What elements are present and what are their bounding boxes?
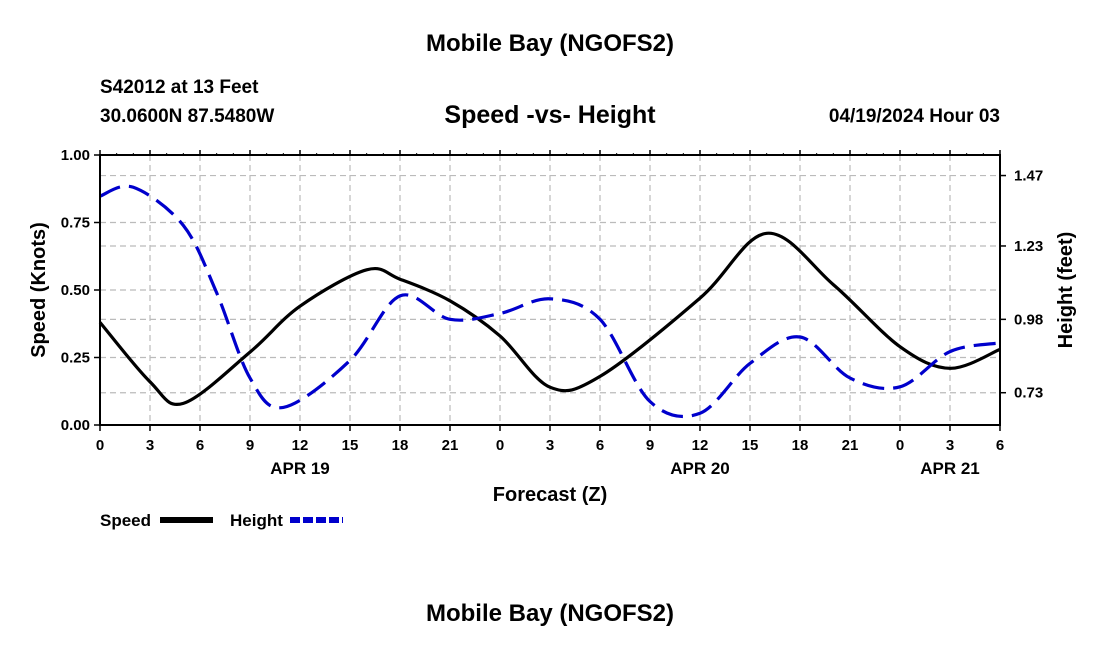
x-tick-label: 0 xyxy=(896,437,904,454)
y2-axis-label: Height (feet) xyxy=(1055,232,1077,349)
x-tick-label: 6 xyxy=(596,437,604,454)
x-tick-label: 21 xyxy=(442,437,459,454)
y-axis-label: Speed (Knots) xyxy=(28,222,50,358)
legend-speed-label: Speed xyxy=(100,511,151,530)
x-tick-label: 9 xyxy=(646,437,654,454)
y-tick-label: 1.00 xyxy=(61,147,90,164)
x-tick-label: 0 xyxy=(96,437,104,454)
x-tick-label: 6 xyxy=(996,437,1004,454)
y2-tick-label: 1.23 xyxy=(1014,238,1043,255)
datetime-label: 04/19/2024 Hour 03 xyxy=(828,106,1000,127)
coordinates-label: 30.0600N 87.5480W xyxy=(100,106,275,127)
y-tick-label: 0.50 xyxy=(61,282,90,299)
x-tick-label: 21 xyxy=(842,437,859,454)
x-tick-label: 18 xyxy=(792,437,809,454)
legend-height-label: Height xyxy=(230,511,283,530)
x-tick-label: 3 xyxy=(146,437,154,454)
speed-series-line xyxy=(98,231,1001,407)
top-title: Mobile Bay (NGOFS2) xyxy=(425,30,675,57)
axes: 0 3 6 9 12 15 18 21 0 3 6 9 12 15 18 21 0 3 6 0.00 0.25 0.50 0… xyxy=(61,147,1043,478)
x-tick-label: 6 xyxy=(196,437,204,454)
x-axis-label: Forecast (Z) xyxy=(493,484,607,506)
date-label: APR 20 xyxy=(670,459,730,478)
x-tick-label: 18 xyxy=(392,437,409,454)
x-tick-label: 3 xyxy=(946,437,954,454)
bottom-title: Mobile Bay (NGOFS2) xyxy=(425,600,675,627)
y2-tick-label: 0.98 xyxy=(1014,311,1043,328)
legend: Speed Height xyxy=(100,511,343,530)
date-label: APR 21 xyxy=(920,459,980,478)
y2-tick-label: 1.47 xyxy=(1014,168,1043,185)
chart-title: Speed -vs- Height xyxy=(444,101,656,129)
x-tick-label: 12 xyxy=(692,437,709,454)
x-tick-label: 15 xyxy=(742,437,759,454)
x-tick-label: 9 xyxy=(246,437,254,454)
date-label: APR 19 xyxy=(270,459,330,478)
x-tick-label: 15 xyxy=(342,437,359,454)
x-tick-label: 12 xyxy=(292,437,309,454)
x-tick-label: 3 xyxy=(546,437,554,454)
series-layer xyxy=(98,184,1001,419)
station-label: S42012 at 13 Feet xyxy=(100,77,259,98)
height-series-line xyxy=(99,184,1001,419)
y-tick-label: 0.00 xyxy=(61,417,90,434)
x-tick-label: 0 xyxy=(496,437,504,454)
y-tick-label: 0.75 xyxy=(61,215,90,232)
y2-tick-label: 0.73 xyxy=(1014,385,1043,402)
y-tick-label: 0.25 xyxy=(61,350,90,367)
